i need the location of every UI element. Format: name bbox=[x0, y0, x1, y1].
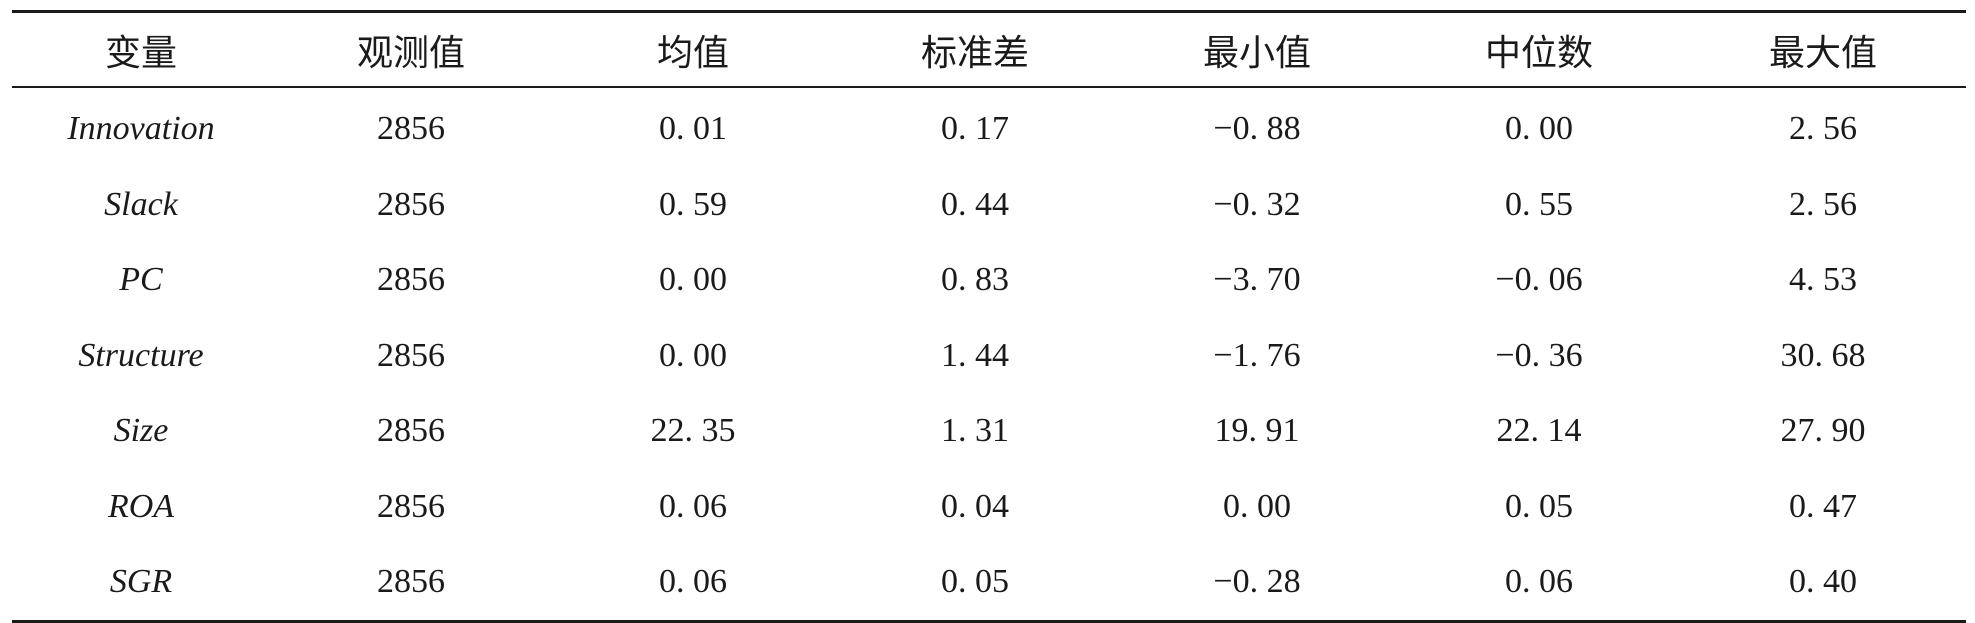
cell-mean: 0. 59 bbox=[659, 185, 727, 223]
table-body: Innovation 2856 0. 01 0. 17 −0. 88 0. 00… bbox=[12, 88, 1966, 621]
cell-variable: Size bbox=[113, 412, 169, 450]
header-min: 最小值 bbox=[1202, 32, 1311, 74]
table-row: Innovation 2856 0. 01 0. 17 −0. 88 0. 00… bbox=[12, 88, 1966, 168]
cell-max: 0. 40 bbox=[1789, 563, 1857, 601]
header-mean: 均值 bbox=[656, 32, 729, 74]
cell-max: 2. 56 bbox=[1789, 110, 1857, 148]
cell-min: 19. 91 bbox=[1214, 412, 1300, 450]
cell-min: −0. 88 bbox=[1213, 110, 1301, 148]
cell-observations: 2856 bbox=[377, 336, 445, 374]
cell-median: −0. 36 bbox=[1495, 336, 1583, 374]
cell-median: 0. 55 bbox=[1505, 185, 1573, 223]
cell-max: 2. 56 bbox=[1789, 185, 1857, 223]
cell-mean: 0. 06 bbox=[659, 563, 727, 601]
header-variable: 变量 bbox=[104, 32, 177, 74]
cell-min: −0. 28 bbox=[1213, 563, 1301, 601]
header-row: 变量 观测值 均值 标准差 最小值 中位数 最大值 bbox=[12, 13, 1966, 86]
cell-median: 0. 00 bbox=[1505, 110, 1573, 148]
cell-variable: Innovation bbox=[67, 110, 215, 148]
table-row: PC 2856 0. 00 0. 83 −3. 70 −0. 06 4. 53 bbox=[12, 243, 1966, 319]
table-header-rule bbox=[12, 86, 1966, 88]
cell-std-dev: 1. 44 bbox=[941, 336, 1009, 374]
cell-observations: 2856 bbox=[377, 185, 445, 223]
cell-mean: 0. 06 bbox=[659, 487, 727, 525]
cell-std-dev: 0. 44 bbox=[941, 185, 1009, 223]
stats-table: 变量 观测值 均值 标准差 最小值 中位数 最大值 bbox=[12, 13, 1966, 86]
cell-min: −1. 76 bbox=[1213, 336, 1301, 374]
cell-max: 30. 68 bbox=[1780, 336, 1866, 374]
cell-variable: SGR bbox=[109, 563, 173, 601]
table-row: ROA 2856 0. 06 0. 04 0. 00 0. 05 0. 47 bbox=[12, 469, 1966, 545]
cell-std-dev: 0. 04 bbox=[941, 487, 1009, 525]
cell-variable: Slack bbox=[104, 185, 178, 223]
cell-observations: 2856 bbox=[377, 110, 445, 148]
table-row: Structure 2856 0. 00 1. 44 −1. 76 −0. 36… bbox=[12, 318, 1966, 394]
cell-min: −0. 32 bbox=[1213, 185, 1301, 223]
header-observations: 观测值 bbox=[356, 32, 465, 74]
cell-std-dev: 0. 05 bbox=[941, 563, 1009, 601]
cell-min: 0. 00 bbox=[1223, 487, 1291, 525]
cell-median: 22. 14 bbox=[1496, 412, 1582, 450]
cell-std-dev: 0. 17 bbox=[941, 110, 1009, 148]
cell-median: 0. 05 bbox=[1505, 487, 1573, 525]
table-top-rule bbox=[12, 10, 1966, 13]
header-max: 最大值 bbox=[1768, 32, 1877, 74]
cell-mean: 22. 35 bbox=[650, 412, 736, 450]
table-header: 变量 观测值 均值 标准差 最小值 中位数 最大值 bbox=[12, 13, 1966, 86]
cell-median: −0. 06 bbox=[1495, 261, 1583, 299]
table-row: SGR 2856 0. 06 0. 05 −0. 28 0. 06 0. 40 bbox=[12, 545, 1966, 621]
table-row: Size 2856 22. 35 1. 31 19. 91 22. 14 27.… bbox=[12, 394, 1966, 470]
cell-max: 4. 53 bbox=[1789, 261, 1857, 299]
cell-observations: 2856 bbox=[377, 412, 445, 450]
cell-std-dev: 0. 83 bbox=[941, 261, 1009, 299]
cell-mean: 0. 00 bbox=[659, 336, 727, 374]
header-median: 中位数 bbox=[1484, 32, 1593, 74]
cell-max: 0. 47 bbox=[1789, 487, 1857, 525]
cell-observations: 2856 bbox=[377, 487, 445, 525]
table-row: Slack 2856 0. 59 0. 44 −0. 32 0. 55 2. 5… bbox=[12, 167, 1966, 243]
stats-table-body: Innovation 2856 0. 01 0. 17 −0. 88 0. 00… bbox=[12, 88, 1966, 621]
cell-min: −3. 70 bbox=[1213, 261, 1301, 299]
cell-observations: 2856 bbox=[377, 563, 445, 601]
cell-variable: ROA bbox=[107, 487, 175, 525]
cell-max: 27. 90 bbox=[1780, 412, 1866, 450]
descriptive-statistics-table: 变量 观测值 均值 标准差 最小值 中位数 最大值 Innovation 285… bbox=[12, 10, 1966, 623]
cell-observations: 2856 bbox=[377, 261, 445, 299]
cell-variable: Structure bbox=[78, 336, 204, 374]
cell-median: 0. 06 bbox=[1505, 563, 1573, 601]
cell-mean: 0. 01 bbox=[659, 110, 727, 148]
cell-std-dev: 1. 31 bbox=[941, 412, 1009, 450]
cell-mean: 0. 00 bbox=[659, 261, 727, 299]
cell-variable: PC bbox=[119, 261, 163, 299]
header-std-dev: 标准差 bbox=[920, 32, 1029, 74]
